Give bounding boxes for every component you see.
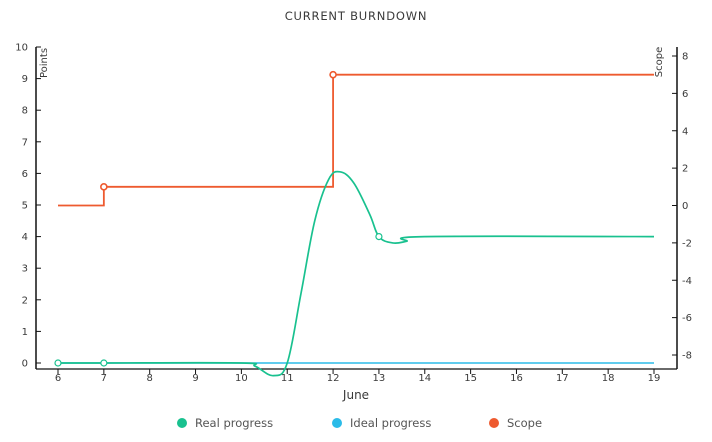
right-y-axis-title: Scope bbox=[654, 47, 665, 77]
legend-swatch-real-progress bbox=[177, 418, 187, 428]
right-y-tick-label: -4 bbox=[682, 276, 692, 287]
legend-label-ideal-progress: Ideal progress bbox=[350, 416, 431, 430]
series-point-scope[interactable] bbox=[329, 70, 337, 79]
legend-item-real-progress[interactable]: Real progress bbox=[177, 416, 273, 430]
left-y-tick-label: 5 bbox=[22, 201, 28, 212]
x-tick-label: 16 bbox=[510, 373, 523, 384]
legend: Real progress Ideal progress Scope bbox=[177, 416, 542, 430]
right-y-tick-label: 0 bbox=[682, 201, 688, 212]
x-tick-label: 13 bbox=[373, 373, 386, 384]
left-y-ticks: 0 1 2 3 4 5 6 7 8 9 10 bbox=[15, 43, 41, 370]
legend-item-ideal-progress[interactable]: Ideal progress bbox=[332, 416, 431, 430]
x-tick-label: 9 bbox=[192, 373, 198, 384]
legend-swatch-ideal-progress bbox=[332, 418, 342, 428]
left-y-tick-label: 8 bbox=[22, 106, 28, 117]
x-tick-label: 14 bbox=[418, 373, 431, 384]
left-y-tick-label: 1 bbox=[22, 327, 28, 338]
left-y-axis-title: Points bbox=[39, 48, 50, 78]
left-y-tick-label: 4 bbox=[22, 232, 28, 243]
x-tick-label: 15 bbox=[464, 373, 477, 384]
right-y-tick-label: 2 bbox=[682, 164, 688, 175]
x-tick-label: 11 bbox=[281, 373, 294, 384]
right-y-tick-label: -6 bbox=[682, 313, 692, 324]
right-y-tick-label: 4 bbox=[682, 126, 688, 137]
chart-title: CURRENT BURNDOWN bbox=[285, 9, 428, 23]
left-y-tick-label: 9 bbox=[22, 74, 28, 85]
left-y-tick-label: 2 bbox=[22, 295, 28, 306]
x-tick-label: 19 bbox=[648, 373, 661, 384]
series-point-real-progress[interactable] bbox=[100, 359, 108, 367]
series-layer bbox=[54, 70, 655, 377]
x-tick-label: 17 bbox=[556, 373, 569, 384]
right-y-ticks: -8 -6 -4 -2 0 2 4 6 8 bbox=[672, 52, 692, 362]
left-y-tick-label: 7 bbox=[22, 137, 28, 148]
series-line-real-progress bbox=[57, 170, 655, 377]
series-point-scope[interactable] bbox=[100, 183, 108, 191]
right-y-tick-label: 6 bbox=[682, 89, 688, 100]
legend-swatch-scope bbox=[489, 418, 499, 428]
left-y-tick-label: 10 bbox=[15, 43, 28, 54]
legend-label-real-progress: Real progress bbox=[195, 416, 273, 430]
right-y-tick-label: 8 bbox=[682, 52, 688, 63]
x-axis-title: June bbox=[342, 388, 369, 402]
x-ticks: 6 7 8 9 10 11 12 13 14 15 16 17 18 19 bbox=[55, 369, 661, 384]
x-tick-label: 12 bbox=[327, 373, 340, 384]
x-tick-label: 6 bbox=[55, 373, 61, 384]
left-y-tick-label: 3 bbox=[22, 264, 28, 275]
x-tick-label: 10 bbox=[235, 373, 248, 384]
right-y-tick-label: -8 bbox=[682, 351, 692, 362]
legend-label-scope: Scope bbox=[507, 416, 542, 430]
left-y-tick-label: 0 bbox=[22, 359, 28, 370]
x-tick-label: 18 bbox=[602, 373, 615, 384]
left-y-tick-label: 6 bbox=[22, 169, 28, 180]
series-point-real-progress[interactable] bbox=[375, 233, 383, 241]
right-y-tick-label: -2 bbox=[682, 238, 692, 249]
legend-item-scope[interactable]: Scope bbox=[489, 416, 542, 430]
series-line-scope bbox=[58, 73, 654, 207]
series-point-real-progress[interactable] bbox=[54, 359, 62, 367]
x-tick-label: 7 bbox=[101, 373, 107, 384]
x-tick-label: 8 bbox=[147, 373, 153, 384]
